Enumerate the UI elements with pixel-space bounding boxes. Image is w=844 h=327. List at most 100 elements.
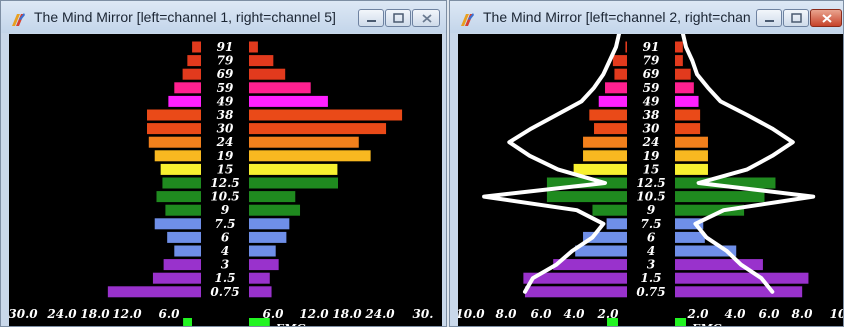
band-bar-right [675, 163, 708, 175]
band-bar-left [612, 55, 627, 67]
band-bar-left [160, 163, 201, 175]
scale-label: 8.0 [792, 307, 814, 321]
band-bar-right [249, 68, 286, 80]
scale-label: 24.0 [46, 307, 77, 321]
mind-mirror-chart: 9179695949383024191512.510.597.56431.50.… [9, 40, 434, 326]
band-label: 24 [216, 135, 234, 149]
band-bar-left [592, 204, 627, 216]
mind-mirror-display: 91 79 69 59 49 38 30 24 19 15 12.5 10.5 9 7.5 6 4 3 1.5 0.… [9, 34, 442, 326]
envelope-line-right [681, 34, 816, 294]
scale-label: 4.0 [725, 307, 747, 321]
band-bar-right [675, 286, 803, 298]
band-bar-right [675, 123, 701, 135]
band-bar-right [249, 204, 301, 216]
band-label: 6 [647, 230, 656, 244]
scale-label: 24.0 [364, 307, 395, 321]
scale-label: 12.0 [299, 307, 329, 321]
band-label: 9 [221, 203, 230, 217]
band-bar-left [594, 123, 627, 135]
band-bar-right [675, 177, 776, 189]
band-label: 6 [221, 230, 230, 244]
band-bar-left [152, 272, 201, 284]
band-label: 9 [647, 203, 656, 217]
band-bar-right [249, 55, 274, 67]
close-button[interactable] [412, 9, 440, 27]
band-label: 59 [217, 81, 234, 95]
band-bar-right [675, 218, 704, 230]
emg-label: EMG [691, 322, 722, 327]
band-label: 91 [643, 40, 660, 54]
band-bar-left [187, 55, 201, 67]
band-label: 69 [643, 67, 660, 81]
band-label: 91 [217, 40, 234, 54]
band-bar-left [546, 177, 627, 189]
band-bar-right [675, 259, 763, 271]
band-bar-left [546, 191, 627, 203]
mind-mirror-window-1[interactable]: The Mind Mirror [left=channel 1, right=c… [0, 0, 447, 327]
band-bar-left [167, 231, 201, 243]
minimize-button[interactable] [756, 9, 782, 27]
band-label: 38 [643, 108, 660, 122]
band-bar-right [675, 68, 691, 80]
scale-label: 4.0 [564, 307, 586, 321]
band-bar-right [675, 272, 809, 284]
band-bar-left [524, 286, 627, 298]
band-label: 49 [217, 94, 234, 108]
band-label: 12.5 [210, 176, 239, 190]
title-bar[interactable]: The Mind Mirror [left=channel 2, right=c… [450, 1, 843, 33]
close-button[interactable] [810, 9, 842, 27]
band-label: 3 [647, 258, 655, 272]
band-label: 4 [221, 244, 229, 258]
band-bar-left [168, 95, 201, 107]
band-bar-right [249, 123, 387, 135]
band-bar-right [675, 95, 699, 107]
band-bar-right [249, 95, 328, 107]
scale-label: 30. [413, 307, 434, 321]
band-bar-right [675, 41, 683, 53]
band-bar-right [675, 150, 708, 162]
scale-label: 8.0 [496, 307, 518, 321]
emg-bar-left [607, 318, 618, 326]
band-bar-left [147, 123, 201, 135]
band-bar-right [249, 231, 287, 243]
mind-mirror-chart: 9179695949383024191512.510.597.56431.50.… [458, 34, 844, 327]
scale-label: 30.0 [9, 307, 38, 321]
scale-label: 6.0 [759, 307, 781, 321]
band-bar-right [249, 136, 359, 148]
band-bar-right [249, 245, 276, 257]
band-bar-right [249, 41, 258, 53]
band-bar-right [249, 163, 338, 175]
scale-label: 10 [830, 307, 844, 321]
band-bar-left [614, 68, 627, 80]
band-bar-left [523, 272, 627, 284]
band-label: 3 [221, 258, 229, 272]
band-bar-left [182, 68, 201, 80]
title-bar[interactable]: The Mind Mirror [left=channel 1, right=c… [1, 1, 446, 33]
minimize-button[interactable] [358, 9, 384, 27]
band-bar-left [573, 163, 627, 175]
band-bar-left [192, 41, 201, 53]
band-label: 15 [217, 162, 234, 176]
band-label: 10.5 [636, 190, 665, 204]
band-bar-left [162, 177, 201, 189]
window-title: The Mind Mirror [left=channel 2, right=c… [483, 9, 751, 25]
mind-mirror-window-2[interactable]: The Mind Mirror [left=channel 2, right=c… [449, 0, 844, 327]
band-bar-left [598, 95, 627, 107]
band-label: 4 [647, 244, 655, 258]
maximize-button[interactable] [385, 9, 411, 27]
band-bar-left [107, 286, 201, 298]
band-bar-right [675, 82, 694, 94]
band-bar-left [156, 191, 201, 203]
band-bar-right [249, 272, 270, 284]
maximize-button[interactable] [783, 9, 809, 27]
band-bar-right [675, 109, 701, 121]
band-label: 15 [643, 162, 660, 176]
band-bar-left [625, 41, 627, 53]
band-bar-right [249, 82, 311, 94]
band-label: 38 [217, 108, 234, 122]
band-label: 7.5 [641, 217, 662, 231]
band-bar-right [249, 109, 403, 121]
band-bar-left [606, 218, 627, 230]
emg-bar-right [249, 318, 270, 326]
band-bar-right [675, 204, 745, 216]
